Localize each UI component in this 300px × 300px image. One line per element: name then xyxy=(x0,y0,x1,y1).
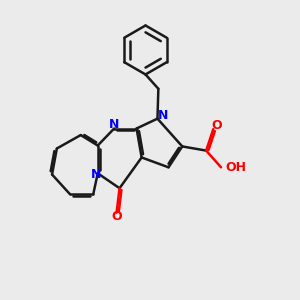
Text: N: N xyxy=(91,168,101,181)
Text: N: N xyxy=(158,109,168,122)
Text: N: N xyxy=(109,118,119,131)
Text: O: O xyxy=(211,119,222,132)
Text: OH: OH xyxy=(226,161,247,174)
Text: O: O xyxy=(111,210,122,224)
